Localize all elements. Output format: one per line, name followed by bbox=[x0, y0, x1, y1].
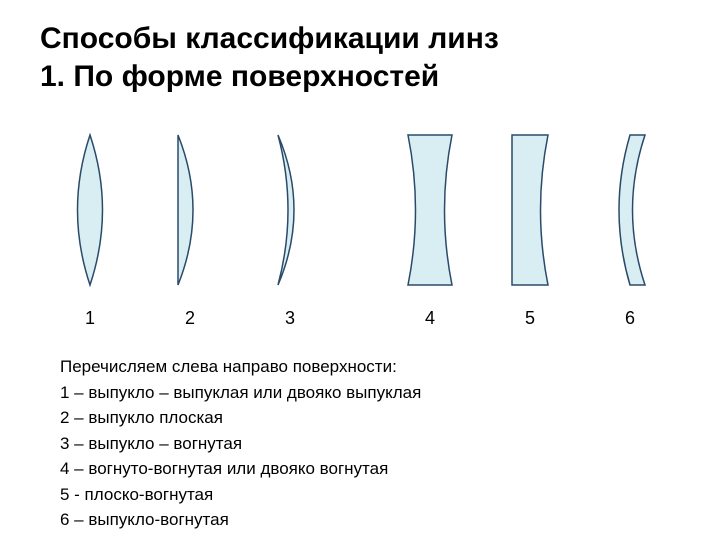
desc-line-4: 4 – вогнуто-вогнутая или двояко вогнутая bbox=[60, 456, 680, 482]
lens-label-3: 3 bbox=[260, 308, 320, 329]
desc-line-1: 1 – выпукло – выпуклая или двояко выпукл… bbox=[60, 380, 680, 406]
lens-label-5: 5 bbox=[500, 308, 560, 329]
title-line-1: Способы классификации линз bbox=[40, 22, 499, 55]
lens-label-2: 2 bbox=[160, 308, 220, 329]
convex-group bbox=[60, 130, 320, 290]
desc-line-6: 6 – выпукло-вогнутая bbox=[60, 507, 680, 533]
lenses-diagram bbox=[40, 120, 680, 300]
lens-biconcave-icon bbox=[400, 130, 460, 290]
lens-planoconvex-icon bbox=[160, 130, 220, 290]
lens-labels: 1 2 3 4 5 6 bbox=[40, 308, 680, 329]
lens-planoconcave-icon bbox=[500, 130, 560, 290]
lens-biconvex-icon bbox=[60, 130, 120, 290]
desc-intro: Перечисляем слева направо поверхности: bbox=[60, 354, 680, 380]
lens-label-6: 6 bbox=[600, 308, 660, 329]
desc-line-5: 5 - плоско-вогнутая bbox=[60, 482, 680, 508]
desc-line-2: 2 – выпукло плоская bbox=[60, 405, 680, 431]
title-line-2: 1. По форме поверхностей bbox=[40, 60, 439, 93]
description-block: Перечисляем слева направо поверхности: 1… bbox=[40, 354, 680, 533]
label-group-left: 1 2 3 bbox=[60, 308, 320, 329]
lens-label-1: 1 bbox=[60, 308, 120, 329]
lens-label-4: 4 bbox=[400, 308, 460, 329]
lens-concave-convex-icon bbox=[600, 130, 660, 290]
label-group-right: 4 5 6 bbox=[400, 308, 660, 329]
page-title: Способы классификации линз 1. По форме п… bbox=[40, 20, 680, 95]
concave-group bbox=[400, 130, 660, 290]
lens-convex-concave-icon bbox=[260, 130, 320, 290]
desc-line-3: 3 – выпукло – вогнутая bbox=[60, 431, 680, 457]
